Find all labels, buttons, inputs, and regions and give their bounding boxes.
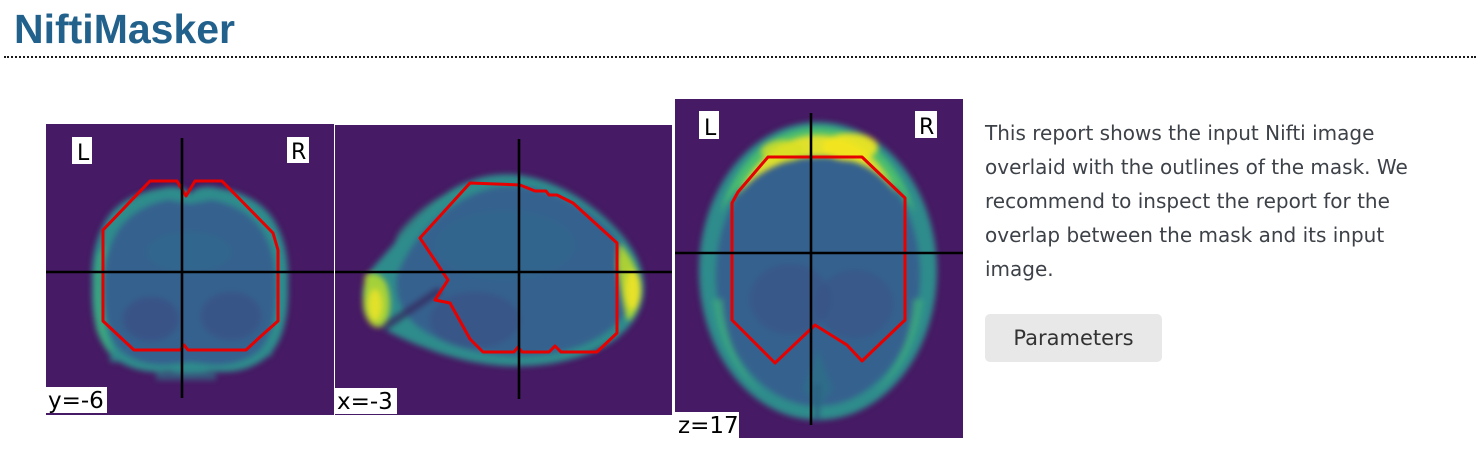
coronal-slice-image: L R y=-6 [46, 124, 334, 415]
coronal-right-label-box [287, 137, 309, 163]
axial-brain-texture [699, 122, 937, 421]
sagittal-coord-box [335, 388, 397, 414]
axial-right-label: R [919, 115, 934, 140]
coronal-brain-texture [91, 186, 289, 380]
sagittal-slice-image: x=-3 [335, 125, 672, 415]
axial-left-label-box [699, 111, 719, 139]
axial-mask-outline [730, 155, 907, 365]
report-description: This report shows the input Nifti image … [985, 121, 1408, 281]
title-divider [4, 56, 1476, 58]
axial-left-label: L [704, 116, 717, 141]
coronal-left-label-box [72, 137, 92, 164]
coronal-left-label: L [77, 141, 90, 166]
parameters-button[interactable]: Parameters [985, 314, 1162, 362]
axial-coord-box [675, 412, 739, 438]
coronal-coord-label: y=-6 [48, 388, 104, 414]
axial-right-label-box [915, 111, 937, 138]
sagittal-coord-label: x=-3 [337, 389, 393, 415]
coronal-right-label: R [291, 140, 306, 165]
page-title: NiftiMasker [14, 6, 236, 52]
axial-slice-image: L R z=17 [675, 99, 963, 438]
coronal-coord-box [46, 387, 107, 413]
axial-coord-label: z=17 [678, 413, 739, 438]
coronal-mask-outline [101, 179, 280, 352]
sagittal-mask-outline [418, 181, 619, 354]
